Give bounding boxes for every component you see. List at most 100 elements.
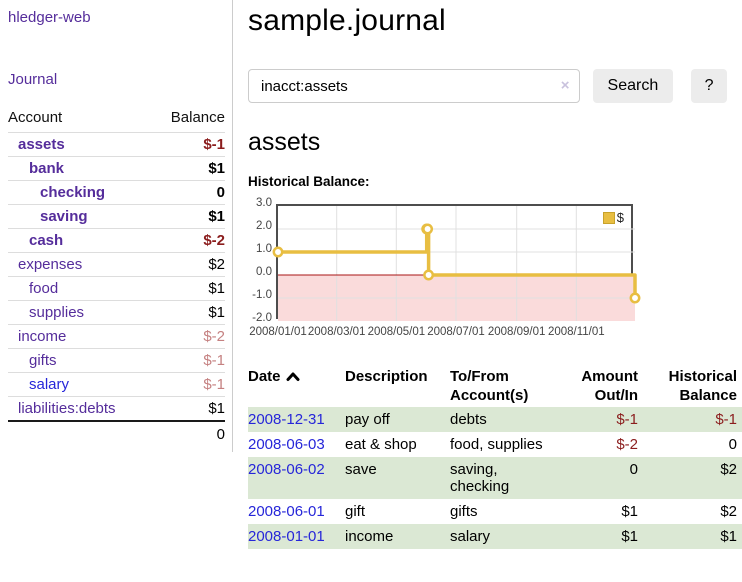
y-tick-label: -2.0 <box>252 312 272 324</box>
account-balance: $1 <box>152 156 225 181</box>
accounts-total-row: 0 <box>8 420 225 447</box>
transaction-amount: $-2 <box>616 436 638 453</box>
transaction-amount: $-1 <box>616 411 638 428</box>
search-button[interactable]: Search <box>592 69 674 103</box>
register-header-amount: Amount Out/In <box>581 368 638 404</box>
account-balance: 0 <box>152 180 225 205</box>
x-tick-label: 2008/01/01 <box>249 326 307 338</box>
x-tick-label: 2008/03/01 <box>307 326 366 338</box>
legend-label: $ <box>616 210 624 225</box>
account-link-food[interactable]: food <box>29 280 59 297</box>
help-button[interactable]: ? <box>691 69 727 103</box>
transaction-date-link[interactable]: 2008-06-01 <box>248 503 325 520</box>
account-row: bank $1 <box>8 156 225 181</box>
account-row: liabilities:debts $1 <box>8 396 225 421</box>
transaction-balance: $2 <box>720 503 737 520</box>
chart-title: Historical Balance: <box>248 174 370 189</box>
account-balance: $-1 <box>152 348 225 373</box>
account-link-checking[interactable]: checking <box>40 184 106 201</box>
transaction-row: 2008-06-03 eat & shop food, supplies $-2 0 <box>248 432 742 457</box>
app-title-link[interactable]: hledger-web <box>8 9 91 26</box>
account-row: expenses $2 <box>8 252 225 277</box>
accounts-table: Account Balance assets $-1 bank $1 checking 0… <box>8 107 225 447</box>
accounts-header-balance: Balance <box>170 109 225 126</box>
legend-swatch-icon <box>602 211 615 224</box>
transaction-row: 2008-06-02 save saving, checking 0 $2 <box>248 457 742 499</box>
register-header-row: Date Description To/From Account(s) Amount Ou… <box>248 364 742 407</box>
account-link-liabilities-debts[interactable]: liabilities:debts <box>18 400 116 417</box>
page-title: sample.journal <box>248 4 446 37</box>
account-link-assets[interactable]: assets <box>18 136 65 153</box>
account-link-expenses[interactable]: expenses <box>18 256 83 273</box>
transaction-amount: 0 <box>629 461 638 478</box>
account-balance: $-1 <box>152 372 225 397</box>
account-row: cash $-2 <box>8 228 225 253</box>
account-link-gifts[interactable]: gifts <box>29 352 57 369</box>
transaction-accounts: food, supplies <box>450 436 543 453</box>
transaction-accounts: debts <box>450 411 487 428</box>
transaction-date-link[interactable]: 2008-06-03 <box>248 436 325 453</box>
transaction-accounts: salary <box>450 528 491 545</box>
accounts-header-account: Account <box>8 109 63 126</box>
x-tick-label: 2008/05/01 <box>367 326 426 338</box>
y-tick-label: 0.0 <box>256 266 272 278</box>
account-balance: $-1 <box>152 132 225 157</box>
accounts-total-value: 0 <box>152 420 225 447</box>
account-row: checking 0 <box>8 180 225 205</box>
sidebar-item-journal[interactable]: Journal <box>8 71 58 88</box>
register-header-historical: Historical Balance <box>668 368 737 404</box>
account-row: income $-2 <box>8 324 225 349</box>
account-balance: $-2 <box>152 228 225 253</box>
account-balance: $1 <box>152 300 225 325</box>
balance-chart: 3.0 2.0 1.0 0.0 -1.0 -2.0 $ 2008/01/01 2008/03… <box>248 197 727 342</box>
transaction-row: 2008-01-01 income salary $1 $1 <box>248 524 742 549</box>
y-tick-label: -1.0 <box>252 289 272 301</box>
account-row: saving $1 <box>8 204 225 229</box>
account-balance: $1 <box>152 276 225 301</box>
account-row: food $1 <box>8 276 225 301</box>
register-header-description: Description <box>345 368 428 385</box>
sidebar: hledger-web Journal Account Balance asse… <box>0 0 233 452</box>
account-balance: $-2 <box>152 324 225 349</box>
x-tick-label: 2008/11/01 <box>547 326 605 338</box>
transaction-row: 2008-06-01 gift gifts $1 $2 <box>248 499 742 524</box>
clear-search-icon[interactable]: × <box>560 77 570 94</box>
account-link-salary[interactable]: salary <box>29 376 70 393</box>
account-link-saving[interactable]: saving <box>40 208 88 225</box>
transaction-date-link[interactable]: 2008-06-02 <box>248 461 325 478</box>
transaction-date-link[interactable]: 2008-01-01 <box>248 528 325 545</box>
search-input[interactable] <box>248 69 580 103</box>
transaction-accounts: saving, checking <box>450 461 510 495</box>
account-link-income[interactable]: income <box>18 328 67 345</box>
y-tick-label: 2.0 <box>256 220 272 232</box>
accounts-header-row: Account Balance <box>8 107 225 133</box>
transaction-date-link[interactable]: 2008-12-31 <box>248 411 325 428</box>
account-row: assets $-1 <box>8 132 225 157</box>
transaction-balance: $2 <box>720 461 737 478</box>
y-tick-label: 3.0 <box>256 197 272 209</box>
x-tick-label: 2008/09/01 <box>487 326 546 338</box>
search-bar: × Search ? <box>248 69 727 103</box>
x-tick-label: 2008/07/01 <box>427 326 485 338</box>
account-balance: $2 <box>152 252 225 277</box>
account-heading: assets <box>248 128 321 156</box>
account-balance: $1 <box>152 204 225 229</box>
transaction-accounts: gifts <box>450 503 478 520</box>
account-row: supplies $1 <box>8 300 225 325</box>
transaction-description: save <box>345 461 377 478</box>
account-row: salary $-1 <box>8 372 225 397</box>
transaction-row: 2008-12-31 pay off debts $-1 $-1 <box>248 407 742 432</box>
transaction-description: gift <box>345 503 366 520</box>
account-link-cash[interactable]: cash <box>29 232 64 249</box>
app-window: hledger-web Journal Account Balance asse… <box>0 0 742 549</box>
account-link-bank[interactable]: bank <box>29 160 65 177</box>
register-header-date[interactable]: Date <box>248 364 345 407</box>
sort-ascending-icon <box>286 372 300 381</box>
transaction-balance: 0 <box>728 436 737 453</box>
account-link-supplies[interactable]: supplies <box>29 304 85 321</box>
search-box: × <box>248 69 580 103</box>
y-tick-label: 1.0 <box>256 243 272 255</box>
transaction-description: income <box>345 528 394 545</box>
main-content: sample.journal × Search ? assets Histori… <box>233 0 742 549</box>
transaction-amount: $1 <box>621 528 638 545</box>
